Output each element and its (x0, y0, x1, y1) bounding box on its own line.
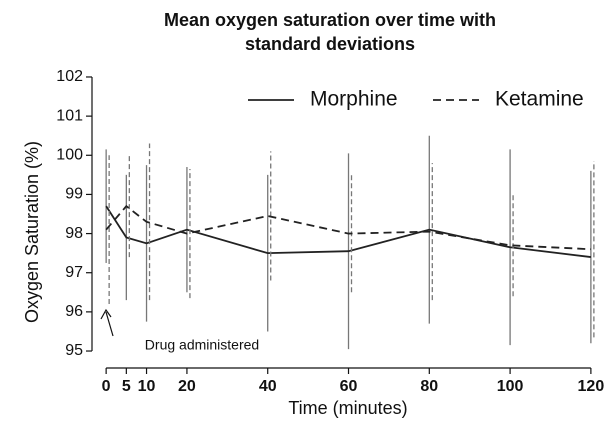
annotation-arrowhead (100, 308, 112, 320)
annotation-arrow (105, 311, 114, 337)
y-tick-label: 100 (56, 146, 83, 163)
x-tick-label: 40 (259, 378, 277, 395)
x-tick-label: 120 (578, 378, 605, 395)
x-tick-label: 5 (122, 378, 131, 395)
annotation: Drug administered (145, 337, 259, 353)
x-tick-label: 0 (102, 378, 111, 395)
y-axis-label: Oxygen Saturation (%) (22, 141, 42, 323)
x-tick-label: 80 (420, 378, 438, 395)
y-tick-label: 96 (65, 303, 83, 320)
x-tick-label: 20 (178, 378, 196, 395)
x-axis-label: Time (minutes) (288, 398, 407, 418)
legend-label: Morphine (310, 88, 398, 111)
y-tick-label: 97 (65, 264, 83, 281)
series-line (105, 205, 591, 258)
y-tick-label: 101 (56, 107, 83, 124)
y-tick-label: 102 (56, 68, 83, 85)
series-line (105, 204, 591, 251)
y-tick-label: 98 (65, 225, 83, 242)
chart-title: Mean oxygen saturation over time with st… (163, 10, 497, 54)
x-tick-label: 60 (340, 378, 358, 395)
y-tick-label: 99 (65, 186, 83, 203)
x-tick-label: 100 (497, 378, 524, 395)
y-tick-label: 95 (65, 342, 83, 359)
legend-label: Ketamine (495, 88, 584, 111)
x-tick-label: 10 (138, 378, 156, 395)
